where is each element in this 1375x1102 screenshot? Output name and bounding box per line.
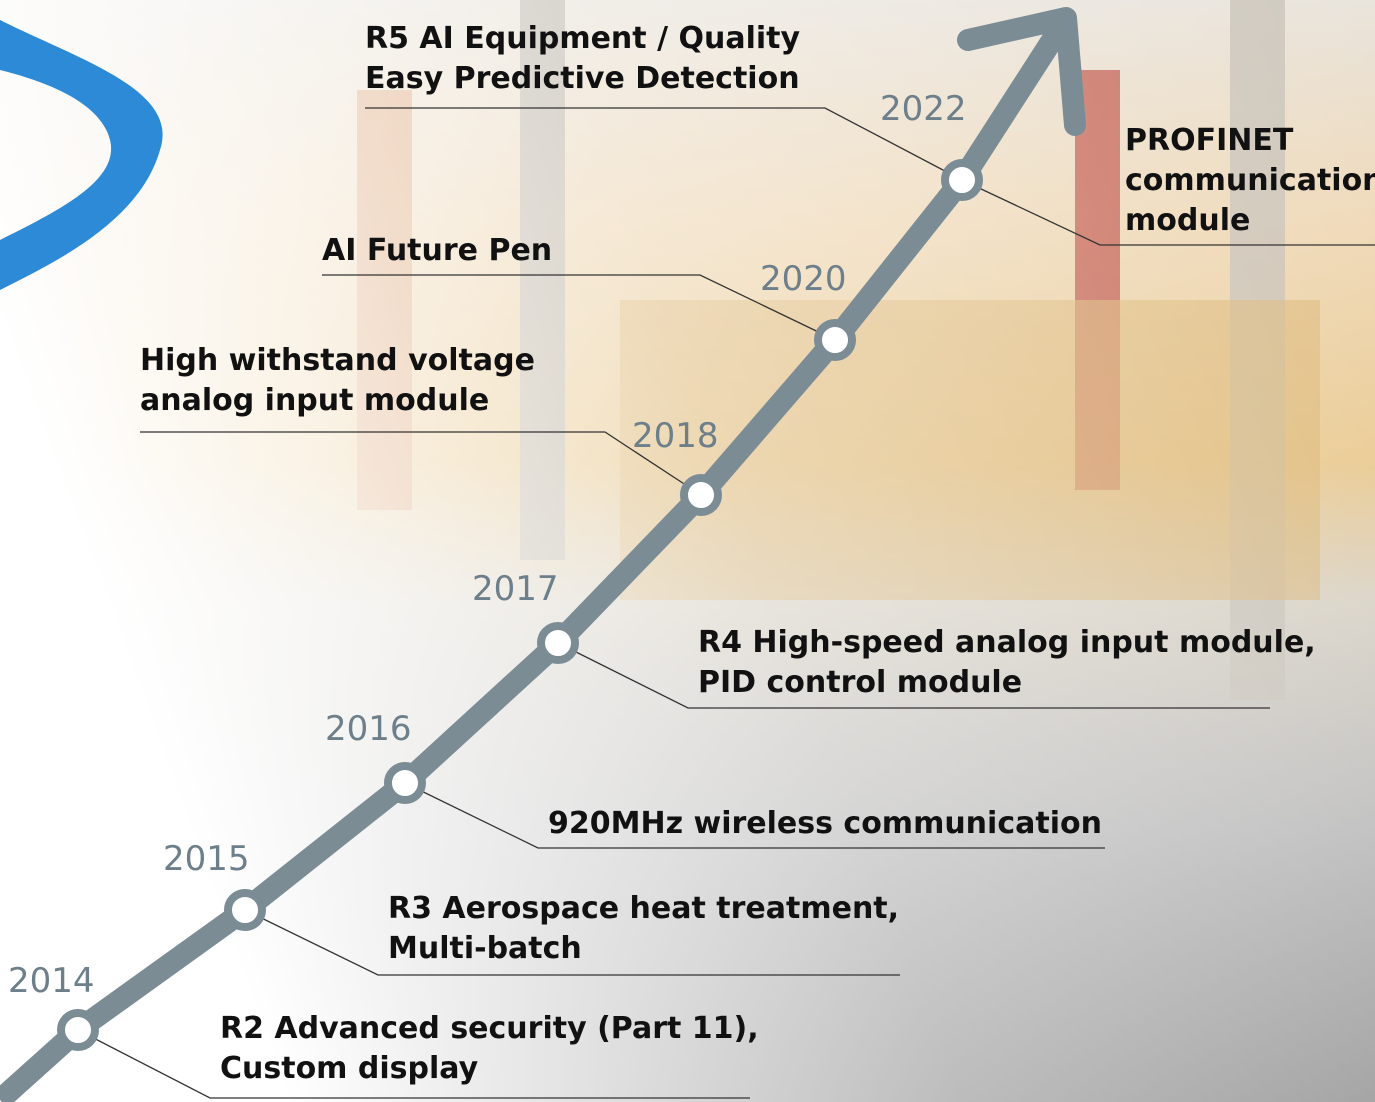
milestone-node <box>61 1013 95 1047</box>
milestone-node <box>945 163 979 197</box>
year-label: 2018 <box>632 416 719 456</box>
milestone-note: R4 High-speed analog input module, <box>698 625 1316 660</box>
milestone-note: High withstand voltage <box>140 343 535 378</box>
milestone-note: R3 Aerospace heat treatment, <box>388 891 899 926</box>
milestone-node <box>684 478 718 512</box>
milestone-node <box>228 893 262 927</box>
milestone-note: 920MHz wireless communication <box>548 806 1102 841</box>
milestone-note: AI Future Pen <box>322 233 552 268</box>
milestone-note: module <box>1125 203 1250 238</box>
milestone-note: communication <box>1125 163 1375 198</box>
year-label: 2016 <box>325 709 412 749</box>
milestone-note: PID control module <box>698 665 1022 700</box>
milestone-note: Easy Predictive Detection <box>365 61 800 96</box>
milestone-node <box>541 626 575 660</box>
milestone-note: R5 AI Equipment / Quality <box>365 21 800 56</box>
year-label: 2017 <box>472 569 559 609</box>
year-label: 2022 <box>880 89 967 129</box>
year-label: 2015 <box>163 839 250 879</box>
milestone-note: Custom display <box>220 1051 479 1086</box>
milestone-note: PROFINET <box>1125 123 1294 158</box>
year-label: 2020 <box>760 259 847 299</box>
milestone-note: R2 Advanced security (Part 11), <box>220 1011 759 1046</box>
milestone-note: Multi-batch <box>388 931 582 966</box>
milestone-note: analog input module <box>140 383 489 418</box>
milestone-node <box>388 766 422 800</box>
year-label: 2014 <box>8 961 95 1001</box>
timeline: 2014 R2 Advanced security (Part 11), Custo… <box>0 0 1375 1102</box>
milestone-node <box>818 323 852 357</box>
